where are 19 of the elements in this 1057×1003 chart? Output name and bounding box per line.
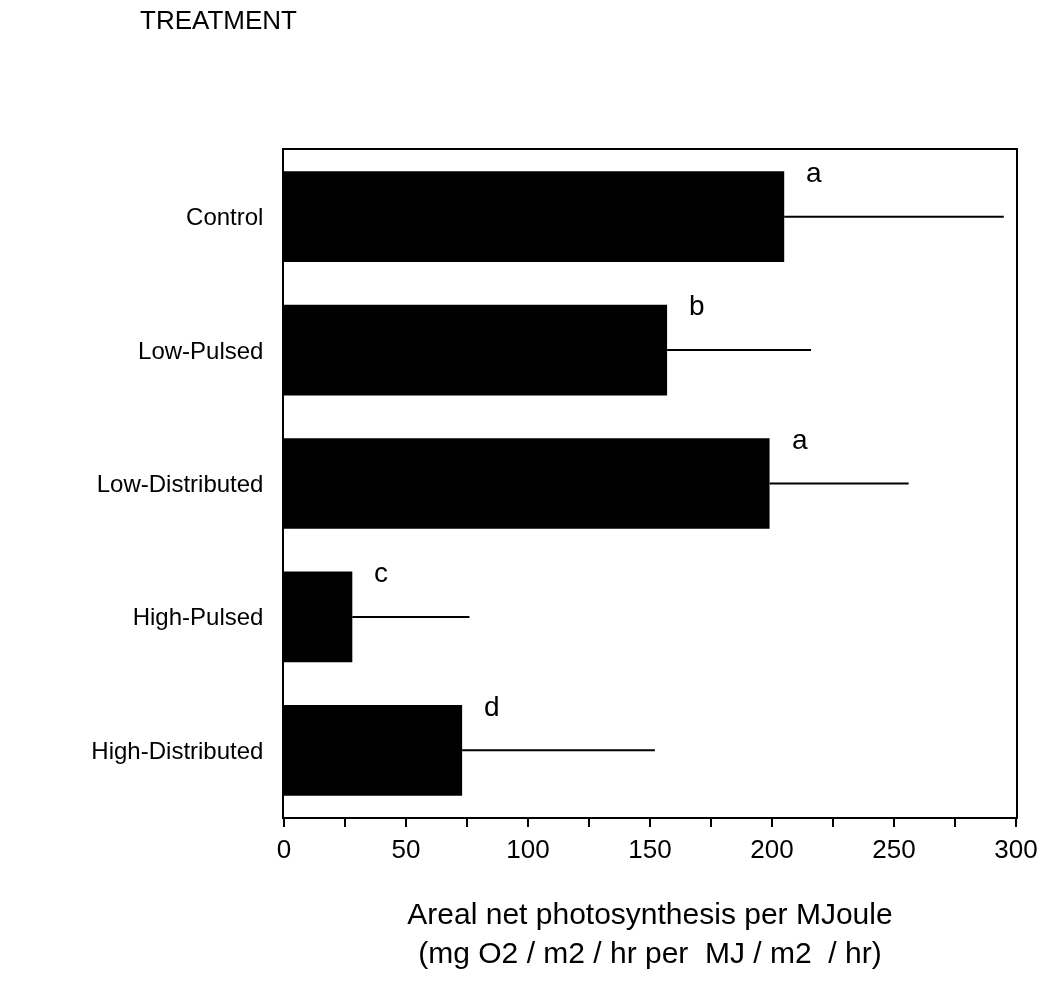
- x-tick-label: 200: [750, 833, 794, 864]
- annotation: a: [792, 424, 808, 455]
- x-tick-label: 0: [276, 833, 292, 864]
- annotation: d: [484, 691, 500, 722]
- x-tick-label: 50: [391, 833, 421, 864]
- y-tick-label: Low-Pulsed: [138, 336, 264, 364]
- x-tick-label: 250: [872, 833, 916, 864]
- x-tick-label: 150: [628, 833, 672, 864]
- x-tick-label: 100: [506, 833, 550, 864]
- y-tick-label: High-Distributed: [91, 736, 264, 764]
- annotation: b: [689, 290, 705, 321]
- x-axis-title: Areal net photosynthesis per MJoule (mg O2 / m2 / hr per MJ / m2 / hr): [407, 896, 893, 969]
- y-tick-label: Low-Distributed: [96, 469, 264, 497]
- text: TREATMENT: [140, 5, 298, 35]
- x-tick-label: 300: [994, 833, 1038, 864]
- y-tick-label: Control: [186, 203, 264, 231]
- annotation: a: [806, 157, 822, 188]
- y-tick-label: High-Pulsed: [132, 603, 264, 631]
- annotation: c: [374, 557, 388, 588]
